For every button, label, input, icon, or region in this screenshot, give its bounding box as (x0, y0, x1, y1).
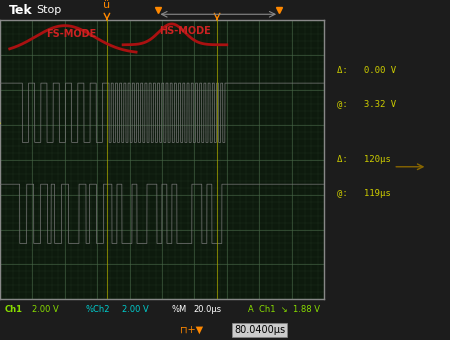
Text: 2.00 V: 2.00 V (32, 305, 58, 314)
Text: %M: %M (171, 305, 186, 314)
Text: A  Ch1  ↘  1.88 V: A Ch1 ↘ 1.88 V (248, 305, 320, 314)
Text: @:   3.32 V: @: 3.32 V (337, 100, 396, 108)
Text: ü: ü (104, 0, 111, 10)
Text: Tek: Tek (9, 4, 33, 17)
Text: 2.00 V: 2.00 V (122, 305, 148, 314)
Text: 80.0400μs: 80.0400μs (234, 325, 285, 335)
Text: Δ:   120μs: Δ: 120μs (337, 155, 390, 164)
Text: %Ch2: %Ch2 (86, 305, 110, 314)
Text: FS-MODE: FS-MODE (46, 29, 96, 39)
Text: ⊓+▼: ⊓+▼ (180, 325, 203, 335)
Text: 20.0μs: 20.0μs (194, 305, 221, 314)
Text: Ch1: Ch1 (4, 305, 22, 314)
Text: Δ:   0.00 V: Δ: 0.00 V (337, 66, 396, 75)
Text: @:   119μs: @: 119μs (337, 189, 390, 198)
Text: HS-MODE: HS-MODE (159, 26, 211, 36)
Text: Stop: Stop (36, 5, 61, 15)
